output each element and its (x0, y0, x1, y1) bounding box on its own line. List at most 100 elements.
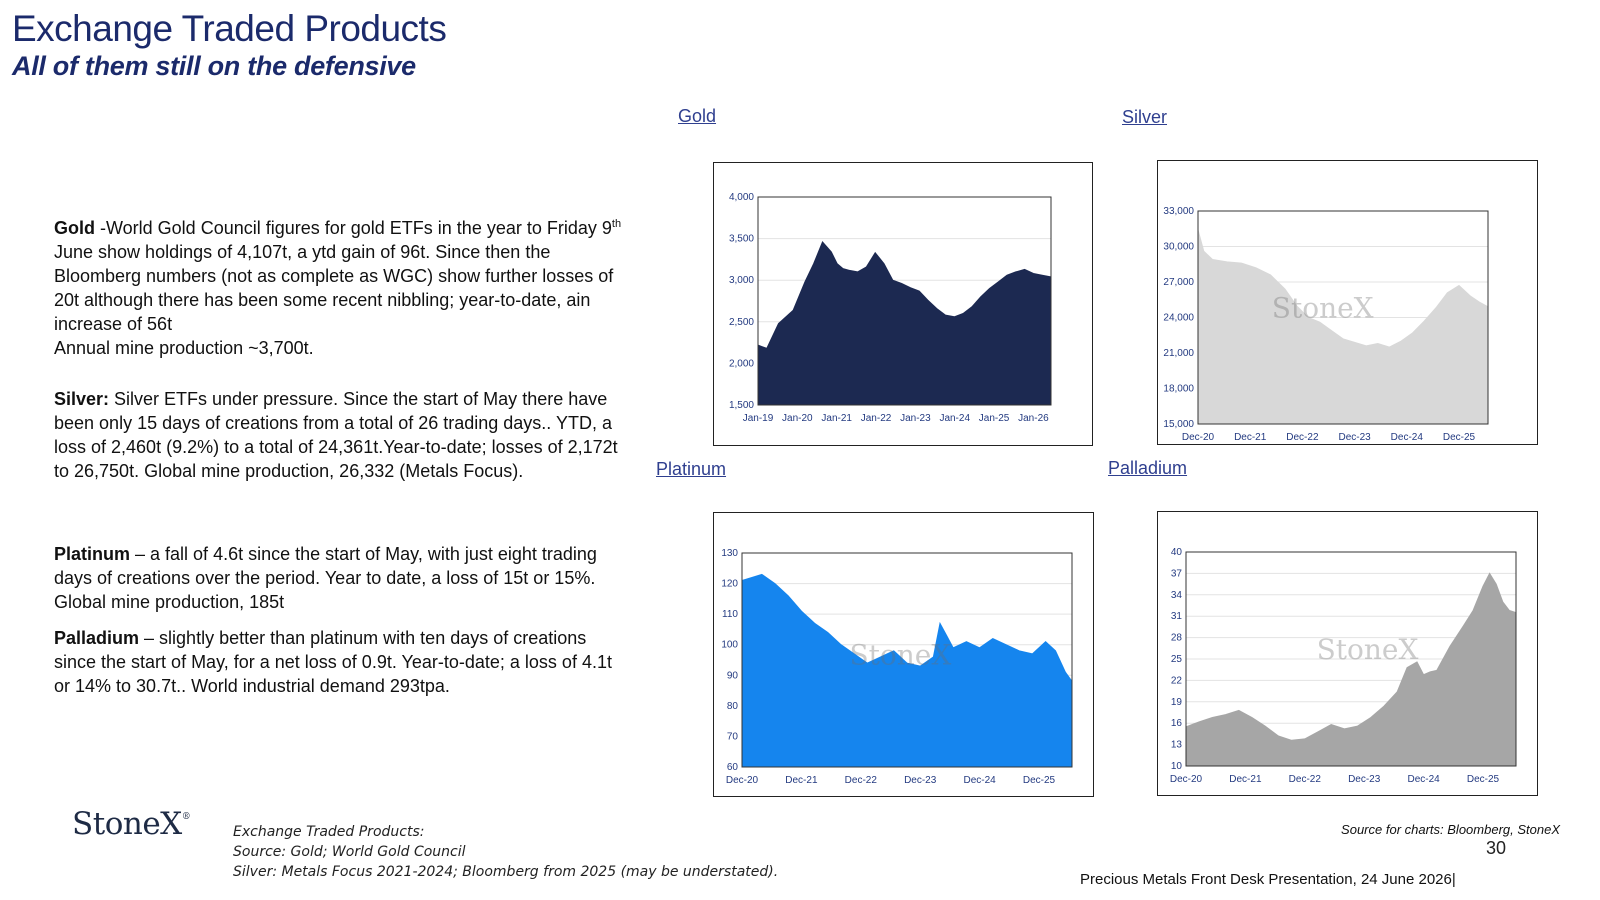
gold-etf-chart: 1,500 2,000 2,500 3,000 3,500 4,000 Jan-19 Jan-… (713, 162, 1093, 446)
x-tick-label: Dec-24 (963, 775, 996, 786)
y-tick-label: 2,500 (729, 317, 754, 328)
palladium-chart-label[interactable]: Palladium (1108, 458, 1188, 478)
y-tick-label: 27,000 (1163, 277, 1194, 288)
y-tick-label: 70 (727, 731, 739, 742)
platinum-etf-chart: 60 70 80 90 100 110 120 130 StoneX Dec-20 Dec-21 De… (713, 512, 1094, 797)
x-tick-label: Dec-22 (1289, 774, 1322, 785)
x-tick-label: Dec-20 (1170, 774, 1203, 785)
y-tick-label: 28 (1171, 633, 1183, 644)
stonex-watermark: StoneX (1272, 292, 1374, 325)
plot-border (1185, 551, 1517, 767)
palladium-etf-chart: 10 13 16 19 22 25 28 31 34 37 40 StoneX Dec-20 Dec-21… (1157, 511, 1538, 796)
silver-holdings-area (1197, 229, 1489, 425)
plot-border (757, 196, 1052, 406)
y-tick-label: 3,000 (729, 275, 754, 286)
y-tick-label: 34 (1171, 590, 1183, 601)
page-number: 30 (1486, 838, 1507, 858)
y-tick-label: 25 (1171, 654, 1183, 665)
y-tick-label: 60 (727, 762, 739, 773)
platinum-chart-label[interactable]: Platinum (656, 459, 727, 479)
footnote-line: Exchange Traded Products: (233, 824, 425, 840)
x-tick-label: Jan-25 (979, 413, 1010, 424)
y-tick-label: 19 (1171, 697, 1183, 708)
palladium-chart-svg: 10 13 16 19 22 25 28 31 34 37 40 StoneX Dec-20 Dec-21… (1170, 547, 1517, 785)
y-tick-label: 24,000 (1163, 313, 1194, 324)
x-tick-label: Dec-23 (1348, 774, 1381, 785)
x-tick-label: Jan-24 (939, 413, 970, 424)
y-tick-label: 40 (1171, 547, 1183, 558)
plot-border (741, 552, 1073, 768)
platinum-paragraph-label: Platinum (54, 544, 131, 564)
y-tick-label: 120 (721, 579, 738, 590)
y-tick-label: 110 (722, 609, 738, 620)
y-tick-label: 80 (727, 701, 739, 712)
y-tick-label: 30,000 (1163, 242, 1194, 253)
gold-paragraph-text-a: -World Gold Council figures for gold ETF… (95, 218, 612, 238)
footnote-line: Silver: Metals Focus 2021-2024; Bloomber… (233, 864, 779, 880)
palladium-holdings-area (1185, 572, 1517, 767)
gold-paragraph: Gold -World Gold Council figures for gol… (54, 212, 624, 360)
stonex-watermark: StoneX (849, 638, 951, 671)
x-tick-label: Dec-25 (1023, 775, 1056, 786)
silver-chart-label[interactable]: Silver (1122, 107, 1168, 127)
gold-paragraph-text-c: Annual mine production ~3,700t. (54, 338, 314, 358)
y-tick-label: 2,000 (729, 358, 754, 369)
stonex-logo: StoneX® (72, 806, 191, 842)
y-tick-label: 22 (1171, 675, 1183, 686)
gold-paragraph-sup: th (611, 218, 622, 230)
palladium-paragraph-text: – slightly better than platinum with ten… (54, 628, 612, 696)
y-tick-label: 16 (1171, 718, 1183, 729)
gold-chart-label[interactable]: Gold (678, 106, 717, 126)
y-tick-label: 37 (1171, 568, 1183, 579)
y-tick-label: 10 (1171, 761, 1183, 772)
silver-paragraph: Silver: Silver ETFs under pressure. Sinc… (54, 387, 624, 483)
x-tick-label: Jan-22 (861, 413, 892, 424)
y-tick-label: 100 (721, 640, 738, 651)
footnote: Exchange Traded Products: Source: Gold; … (233, 822, 778, 882)
y-tick-label: 18,000 (1163, 384, 1194, 395)
y-tick-label: 15,000 (1163, 419, 1194, 430)
gold-holdings-area (757, 240, 1052, 406)
palladium-paragraph: Palladium – slightly better than platinu… (54, 626, 624, 698)
x-tick-label: Dec-20 (726, 775, 759, 786)
x-tick-label: Dec-21 (785, 775, 818, 786)
chart-source-note: Source for charts: Bloomberg, StoneX (1341, 822, 1560, 837)
x-tick-label: Dec-25 (1443, 432, 1476, 443)
y-tick-label: 21,000 (1163, 348, 1194, 359)
silver-etf-chart: 15,000 18,000 21,000 24,000 27,000 30,000 33,0… (1157, 160, 1538, 445)
presentation-title: Precious Metals Front Desk Presentation,… (1080, 871, 1456, 888)
x-tick-label: Dec-21 (1229, 774, 1262, 785)
y-tick-label: 31 (1171, 611, 1183, 622)
y-tick-label: 3,500 (729, 234, 754, 245)
x-tick-label: Dec-22 (1286, 432, 1319, 443)
y-tick-label: 13 (1171, 740, 1183, 751)
x-tick-label: Dec-21 (1234, 432, 1267, 443)
platinum-paragraph: Platinum – a fall of 4.6t since the star… (54, 542, 624, 614)
x-tick-label: Jan-21 (821, 413, 852, 424)
page-title: Exchange Traded Products (12, 8, 447, 49)
silver-chart-svg: 15,000 18,000 21,000 24,000 27,000 30,000 33,0… (1163, 206, 1489, 443)
x-tick-label: Dec-23 (1338, 432, 1371, 443)
y-tick-label: 4,000 (729, 192, 754, 203)
x-tick-label: Dec-25 (1467, 774, 1500, 785)
stonex-watermark: StoneX (1317, 633, 1419, 666)
platinum-chart-svg: 60 70 80 90 100 110 120 130 StoneX Dec-20 Dec-21 De… (721, 548, 1073, 786)
platinum-paragraph-text: – a fall of 4.6t since the start of May,… (54, 544, 597, 612)
x-tick-label: Jan-23 (900, 413, 931, 424)
palladium-paragraph-label: Palladium (54, 628, 140, 648)
platinum-holdings-area (741, 573, 1073, 768)
silver-paragraph-label: Silver: (54, 389, 110, 409)
x-tick-label: Jan-20 (782, 413, 813, 424)
y-tick-label: 33,000 (1163, 206, 1194, 217)
gold-chart-svg: 1,500 2,000 2,500 3,000 3,500 4,000 Jan-19 Jan-… (729, 192, 1052, 424)
x-tick-label: Jan-19 (743, 413, 774, 424)
x-tick-label: Dec-24 (1407, 774, 1440, 785)
gold-paragraph-text-b: June show holdings of 4,107t, a ytd gain… (54, 242, 614, 334)
page-subtitle: All of them still on the defensive (12, 51, 416, 81)
y-tick-label: 1,500 (729, 400, 754, 411)
x-tick-label: Dec-23 (904, 775, 937, 786)
x-tick-label: Jan-26 (1018, 413, 1049, 424)
x-tick-label: Dec-22 (845, 775, 878, 786)
x-tick-label: Dec-20 (1182, 432, 1215, 443)
gold-paragraph-label: Gold (54, 218, 95, 238)
